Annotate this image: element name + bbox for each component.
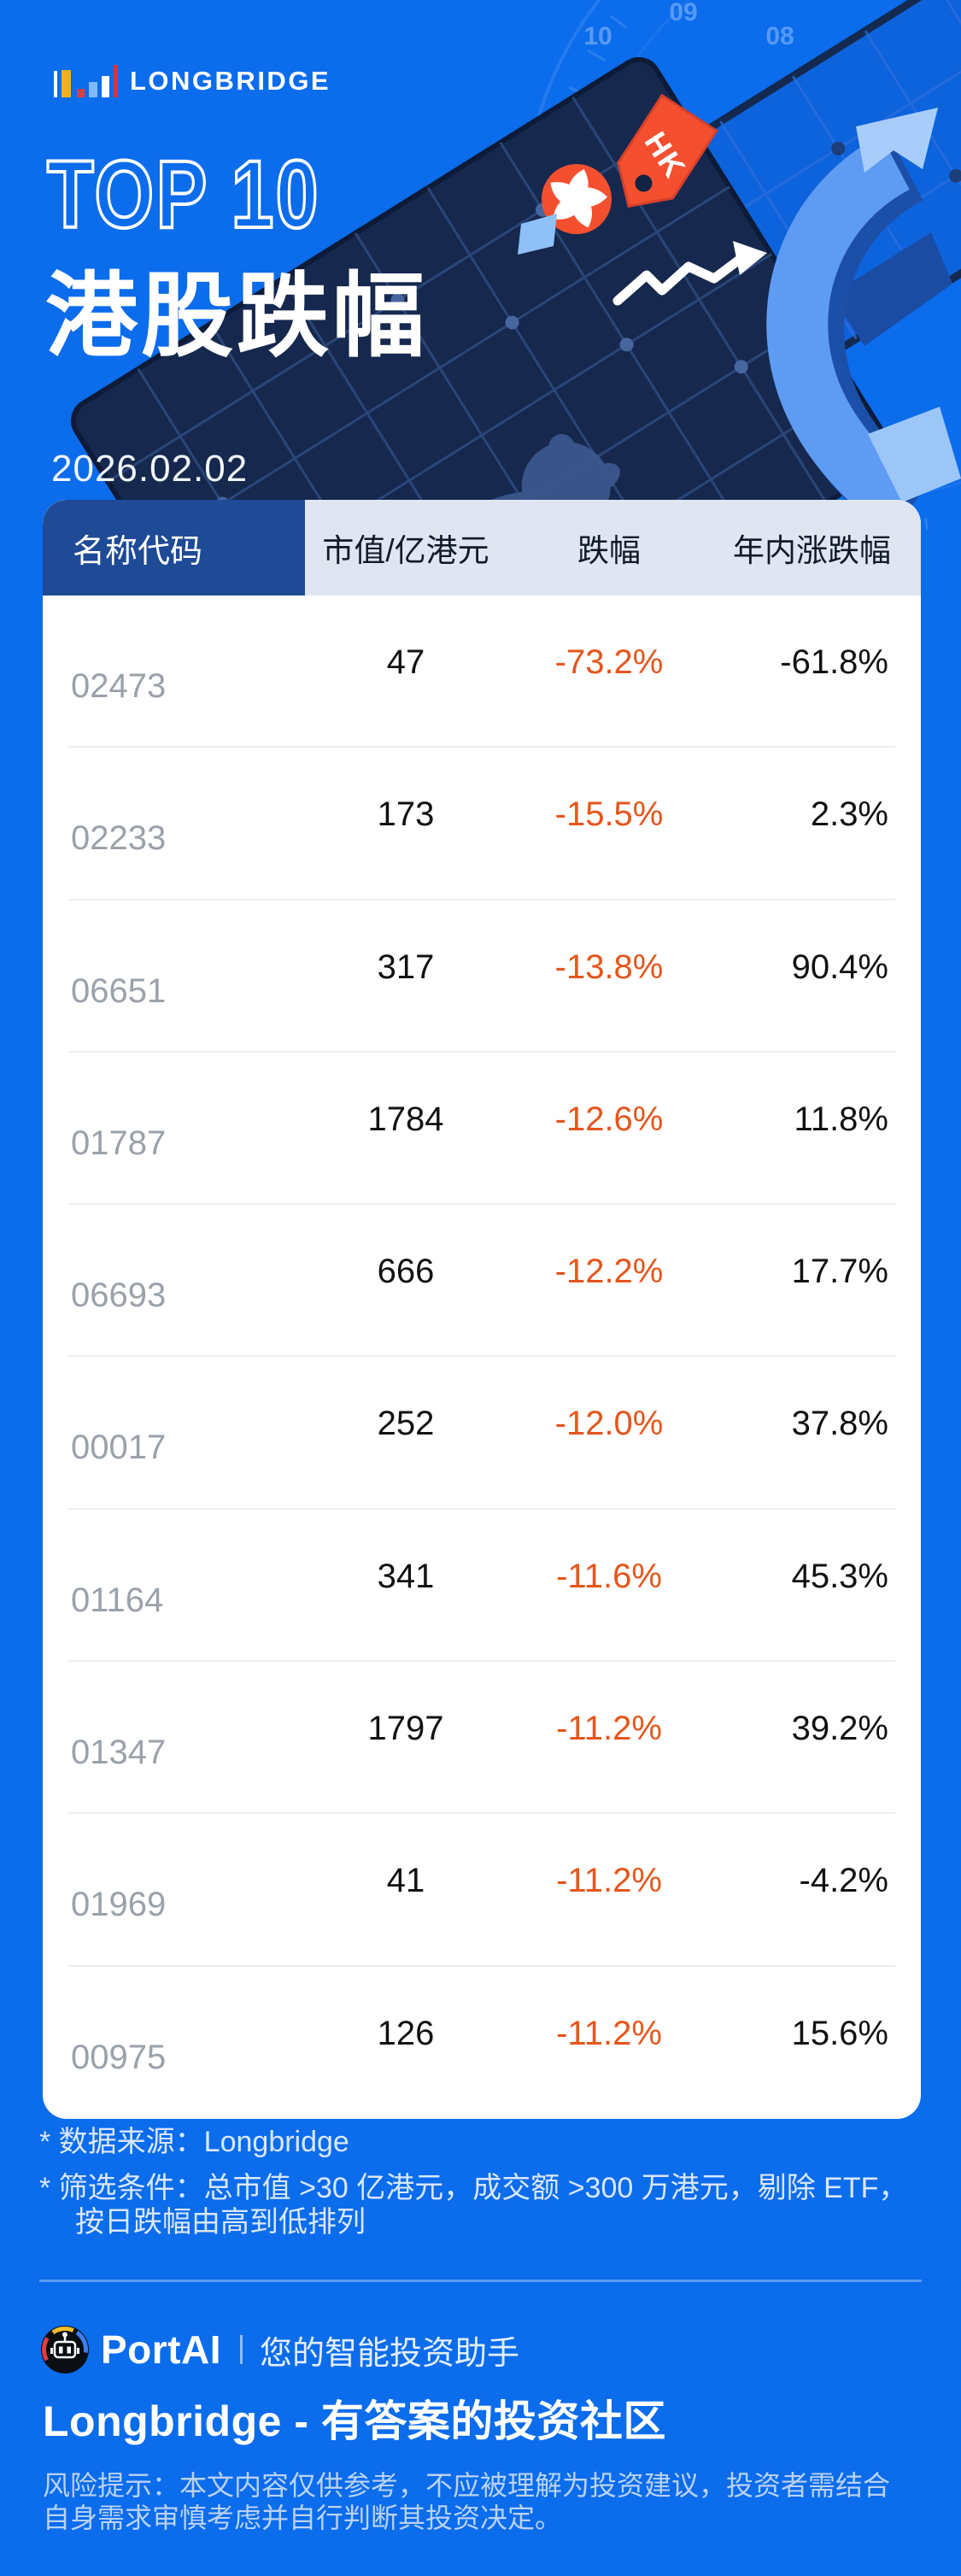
decline-value: -15.5% <box>554 795 664 834</box>
clock-number: 3 <box>841 468 853 494</box>
stock-code: 01164 <box>71 1581 164 1619</box>
table-row: 06651 317 -13.8% 90.4% <box>43 901 921 1053</box>
vertical-separator <box>240 2335 243 2364</box>
portai-tagline: 您的智能投资助手 <box>260 2335 520 2372</box>
market-cap-value: 126 <box>377 2014 435 2052</box>
table-header: 名称代码 市值/亿港元 跌幅 年内涨跌幅 <box>43 500 921 596</box>
clock-dial-decoration: 09 10 08 07 11 1 2 02 3 <box>505 0 961 530</box>
table-row: 01347 1797 -11.2% 39.2% <box>43 1662 921 1815</box>
header-market-cap: 市值/亿港元 <box>322 533 489 568</box>
stock-code: 01969 <box>71 1886 167 1924</box>
ytd-change-value: 2.3% <box>810 795 888 834</box>
brand-slogan: Longbridge - 有答案的投资社区 <box>43 2397 666 2445</box>
clock-number: 09 <box>669 0 697 26</box>
chevron-decoration <box>831 232 952 346</box>
back-board-decoration <box>649 0 961 383</box>
market-cap-value: 41 <box>386 1862 425 1900</box>
decline-value: -11.2% <box>556 1862 662 1900</box>
market-cap-value: 252 <box>377 1405 435 1443</box>
portai-row: PortAI 您的智能投资助手 <box>41 2326 519 2374</box>
stock-code: 02233 <box>71 819 167 858</box>
table-row: 01787 1784 -12.6% 11.8% <box>43 1053 921 1206</box>
footer-divider <box>39 2280 922 2282</box>
market-cap-value: 666 <box>377 1253 435 1291</box>
stock-code: 01347 <box>71 1734 167 1772</box>
longbridge-logo-icon <box>54 65 119 97</box>
clock-number: 10 <box>583 22 612 50</box>
trend-arrow-icon <box>612 241 767 306</box>
decline-value: -12.2% <box>554 1253 664 1291</box>
longbridge-logo: LONGBRIDGE <box>54 63 331 97</box>
clock-number: 07 <box>843 73 871 102</box>
market-cap-value: 1784 <box>367 1100 444 1138</box>
ytd-change-value: 45.3% <box>791 1557 888 1595</box>
ytd-change-value: 17.7% <box>791 1253 888 1291</box>
table-row: 01164 341 -11.6% 45.3% <box>43 1510 921 1663</box>
ytd-change-value: 15.6% <box>791 2014 888 2052</box>
clock-number: 1 <box>505 424 517 449</box>
brand-wordmark: LONGBRIDGE <box>130 66 331 96</box>
footnote-source: * 数据来源：Longbridge <box>39 2126 349 2158</box>
stock-code: 01787 <box>71 1124 167 1162</box>
stock-code: 06693 <box>71 1276 167 1315</box>
stats-card: 名称代码 市值/亿港元 跌幅 年内涨跌幅 02473 47 -73.2% -61… <box>43 500 921 2119</box>
table-row: 00017 252 -12.0% 37.8% <box>43 1357 921 1511</box>
table-row: 01969 41 -11.2% -4.2% <box>43 1814 921 1967</box>
report-date: 2026.02.02 <box>51 448 249 490</box>
decline-value: -73.2% <box>554 643 664 681</box>
decline-value: -11.2% <box>556 2014 662 2052</box>
decline-value: -12.6% <box>554 1100 664 1138</box>
stock-code: 00975 <box>71 2038 167 2076</box>
page-title: 港股跌幅 <box>45 264 429 367</box>
table-row: 02233 173 -15.5% 2.3% <box>43 748 921 901</box>
title-top10: TOP 10 <box>45 141 320 248</box>
portai-name: PortAI <box>101 2327 221 2372</box>
decline-value: -11.6% <box>556 1557 662 1595</box>
table-row: 00975 126 -11.2% 15.6% <box>43 1967 921 2119</box>
ytd-change-value: 11.8% <box>794 1100 888 1138</box>
clock-number: 2 <box>513 471 525 496</box>
table-row: 06693 666 -12.2% 17.7% <box>43 1205 921 1358</box>
decline-value: -13.8% <box>554 948 664 986</box>
ytd-change-value: -4.2% <box>799 1862 889 1900</box>
stock-code: 02473 <box>71 667 167 705</box>
ytd-change-value: 37.8% <box>791 1405 888 1443</box>
stock-code: 00017 <box>71 1429 167 1467</box>
table-body: 02473 47 -73.2% -61.8% 02233 173 -15.5% … <box>43 596 921 2119</box>
hk-flag-icon <box>542 164 612 234</box>
header-decline: 跌幅 <box>577 533 641 568</box>
ytd-change-value: 39.2% <box>791 1710 888 1748</box>
market-cap-value: 317 <box>377 948 435 986</box>
down-ribbon-icon <box>518 108 961 530</box>
risk-disclaimer: 风险提示：本文内容仅供参考，不应被理解为投资建议，投资者需结合自身需求审慎考虑并… <box>43 2470 891 2533</box>
hk-tag-label: HK <box>638 126 694 185</box>
market-cap-value: 1797 <box>367 1710 444 1748</box>
market-cap-value: 341 <box>377 1557 435 1595</box>
ytd-change-value: 90.4% <box>791 948 888 986</box>
decline-value: -11.2% <box>556 1710 662 1748</box>
clock-number: 08 <box>765 22 794 50</box>
portai-robot-icon <box>41 2326 89 2374</box>
ytd-change-value: -61.8% <box>780 643 888 681</box>
hk-tag-icon: HK <box>617 93 718 208</box>
header-name-code: 名称代码 <box>43 500 305 596</box>
header-ytd: 年内涨跌幅 <box>733 533 891 568</box>
table-row: 02473 47 -73.2% -61.8% <box>43 596 921 748</box>
clock-number: 11 <box>506 133 533 161</box>
hero-section: 09 10 08 07 11 1 2 02 3 <box>0 0 961 530</box>
market-cap-value: 173 <box>377 795 435 834</box>
stock-code: 06651 <box>71 971 167 1010</box>
market-cap-value: 47 <box>386 643 425 681</box>
decline-value: -12.0% <box>554 1405 664 1443</box>
footnote-criteria: * 筛选条件：总市值 >30 亿港元，成交额 >300 万港元，剔除 ETF，按… <box>39 2172 908 2239</box>
